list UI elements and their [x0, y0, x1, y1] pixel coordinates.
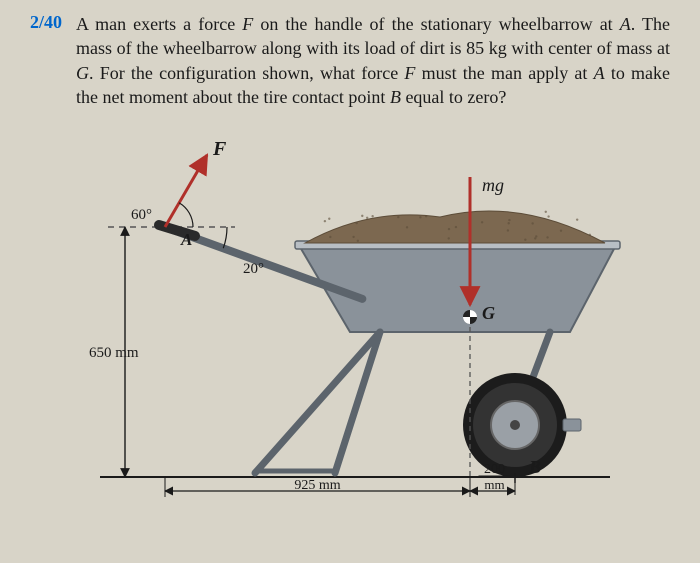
- label-G: G: [482, 303, 495, 323]
- label-A: A: [180, 230, 192, 249]
- dim-height-label: 650 mm: [89, 345, 139, 361]
- dim-925-label: 925 mm: [294, 478, 340, 493]
- label-angle-20: 20°: [243, 261, 264, 277]
- problem-header: 2/40 A man exerts a force F on the handl…: [30, 12, 670, 109]
- label-B: B: [528, 457, 541, 477]
- dim-200-label: 200: [484, 462, 505, 477]
- problem-text: A man exerts a force F on the handle of …: [76, 12, 670, 109]
- force-F-arrow: [165, 155, 207, 227]
- problem-number: 2/40: [30, 12, 62, 33]
- label-mg: mg: [482, 175, 504, 195]
- figure: 650 mm Gmg F A 60° 20° B 925 mm 200mm: [70, 117, 630, 497]
- label-F: F: [212, 138, 227, 160]
- dim-200-mm: mm: [484, 477, 504, 492]
- label-angle-60: 60°: [131, 207, 152, 223]
- leg-left: [255, 332, 380, 473]
